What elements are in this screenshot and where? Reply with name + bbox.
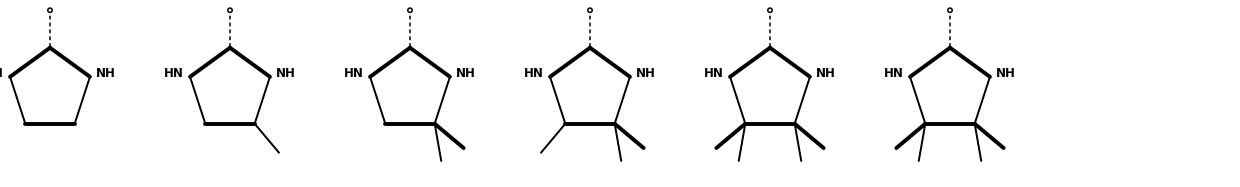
Circle shape xyxy=(48,8,52,13)
Text: HN: HN xyxy=(704,67,724,80)
Text: NH: NH xyxy=(816,67,836,80)
Circle shape xyxy=(768,8,773,13)
Text: HN: HN xyxy=(345,67,365,80)
Circle shape xyxy=(408,8,412,13)
Text: HN: HN xyxy=(164,67,184,80)
Text: HN: HN xyxy=(884,67,904,80)
Text: NH: NH xyxy=(277,67,296,80)
Text: HN: HN xyxy=(0,67,4,80)
Text: NH: NH xyxy=(456,67,476,80)
Circle shape xyxy=(588,8,593,13)
Circle shape xyxy=(228,8,232,13)
Text: NH: NH xyxy=(95,67,115,80)
Circle shape xyxy=(947,8,952,13)
Text: NH: NH xyxy=(636,67,656,80)
Text: NH: NH xyxy=(996,67,1016,80)
Text: HN: HN xyxy=(525,67,544,80)
